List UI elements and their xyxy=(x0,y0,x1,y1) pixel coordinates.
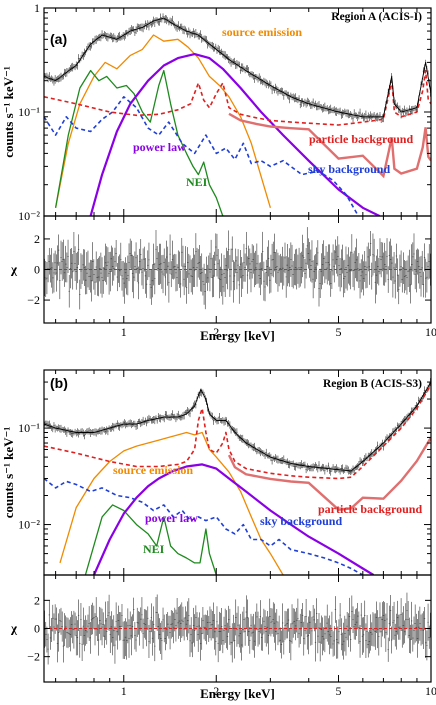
series-line-power-law xyxy=(92,463,375,575)
annotation-label: particle background xyxy=(318,502,422,516)
annotation-label: NEI xyxy=(186,175,208,189)
series-line-source-emission xyxy=(54,34,272,208)
x-tick-label: 10 xyxy=(425,684,436,698)
x-axis-label: Energy [keV] xyxy=(200,328,275,343)
spectrum-frame xyxy=(43,369,432,576)
series-line-total xyxy=(44,381,431,472)
x-tick-label: 10 xyxy=(425,325,436,339)
series-line-particle-background xyxy=(44,384,431,480)
particle-continuum-line xyxy=(228,112,431,179)
x-tick-label: 5 xyxy=(336,325,342,339)
y-tick-label: 10⁻¹ xyxy=(18,421,40,435)
annotation-label: source emission xyxy=(222,25,302,39)
annotation-label: source emission xyxy=(113,463,193,477)
annotation-label: sky background xyxy=(260,514,342,528)
x-tick-label: 2 xyxy=(213,684,219,698)
y-tick-label: 10⁻² xyxy=(18,209,40,223)
annotation-label: power law xyxy=(145,511,198,525)
annotation-label: particle background xyxy=(309,132,413,146)
annotation-label: NEI xyxy=(143,542,165,556)
residual-tick-label: 0 xyxy=(34,263,40,277)
residual-area xyxy=(44,592,431,665)
region-label: Region B (ACIS-S3) xyxy=(323,378,422,390)
y-axis-label: counts s⁻¹ keV⁻¹ xyxy=(1,66,16,158)
spectrum-area xyxy=(44,378,431,575)
annotation-label: sky background xyxy=(308,162,390,176)
series-line-particle-background xyxy=(44,69,431,126)
spectrum-area xyxy=(44,13,431,216)
x-tick-label: 5 xyxy=(336,684,342,698)
y-tick-label: 10⁻² xyxy=(18,518,40,532)
residual-area xyxy=(44,227,431,310)
x-axis-label: Energy [keV] xyxy=(200,686,275,701)
annotation-label: power law xyxy=(133,140,186,154)
panel-tag: (b) xyxy=(50,375,68,391)
region-label: Region A (ACIS-I) xyxy=(331,11,422,23)
series-line-sky-background xyxy=(44,477,364,575)
particle-continuum-line xyxy=(227,436,431,511)
series-line-source-emission xyxy=(59,431,284,575)
series-line-total xyxy=(44,17,431,118)
series-line-sky-background xyxy=(44,96,359,216)
y-tick-label: 10⁻¹ xyxy=(18,105,40,119)
x-tick-label: 1 xyxy=(121,325,127,339)
residual-tick-label: −2 xyxy=(27,650,40,664)
series-line-nei xyxy=(54,69,224,216)
x-tick-label: 1 xyxy=(121,684,127,698)
residual-axis-label: χ xyxy=(10,262,18,277)
y-axis-label: counts s⁻¹ keV⁻¹ xyxy=(1,427,16,519)
residual-tick-label: 0 xyxy=(34,622,40,636)
chart-panel-a: 1 2 5 10 10⁻² 10⁻¹ 1 2 0 −2 Energy [keV] counts s⁻¹… xyxy=(1,1,436,343)
residual-axis-label: χ xyxy=(10,621,18,636)
series-line-power-law xyxy=(89,53,380,216)
x-tick-label: 2 xyxy=(213,325,219,339)
series-line-nei xyxy=(84,504,217,575)
chart-panel-b: 1 2 5 10 10⁻² 10⁻¹ 2 0 −2 Energy [keV] counts s⁻¹ … xyxy=(1,369,436,701)
y-tick-label: 1 xyxy=(34,1,40,15)
residual-tick-label: −2 xyxy=(27,293,40,307)
residual-tick-label: 2 xyxy=(34,232,40,246)
panel-tag: (a) xyxy=(50,31,67,47)
residual-tick-label: 2 xyxy=(34,593,40,607)
